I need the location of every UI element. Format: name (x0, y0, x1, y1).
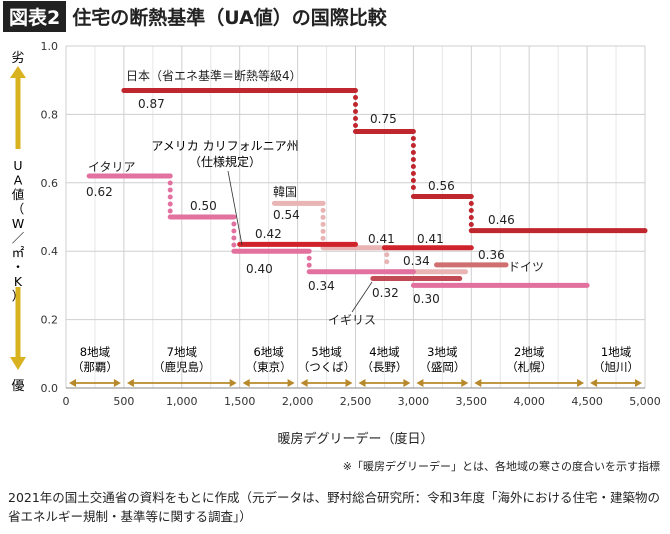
y-axis-label-char: ） (12, 289, 25, 304)
region-name: 4地域 (369, 345, 400, 359)
region-name: 5地域 (311, 345, 342, 359)
x-axis-label: 暖房デグリーデー（度日） (277, 431, 433, 447)
data-label: 0.41 (368, 232, 395, 246)
series-name-california-note: （仕様規定） (189, 154, 261, 169)
arrow-right-icon (113, 379, 121, 387)
y-axis-label-char: U (13, 158, 22, 173)
y-axis-label-char: ・ (12, 260, 25, 275)
leader-line (351, 281, 373, 313)
arrow-down-shaft (15, 287, 21, 357)
region-city: （長野） (361, 360, 407, 374)
region-name: 6地域 (253, 345, 284, 359)
leader-line (227, 170, 243, 246)
data-label: 0.75 (370, 112, 397, 126)
x-tick-label: 2,500 (340, 395, 372, 408)
data-label: 0.36 (478, 248, 505, 262)
region-city: （旭川） (593, 360, 639, 374)
series-name-korea: 韓国 (273, 185, 297, 199)
arrow-left-icon (126, 379, 134, 387)
source-text: 2021年の国土交通省の資料をもとに作成（元データは、野村総合研究所：令和3年度… (8, 490, 661, 524)
y-axis-label-char: W (12, 216, 24, 231)
data-label: 0.32 (372, 286, 399, 300)
y-tick-label: 0.6 (41, 177, 59, 190)
data-label: 0.42 (255, 227, 282, 241)
data-label: 0.87 (138, 97, 165, 111)
x-tick-label: 0 (63, 395, 70, 408)
chart-title: 住宅の断熱基準（UA値）の国際比較 (72, 6, 387, 29)
arrow-left-icon (416, 379, 424, 387)
y-axis-label-char: A (14, 173, 23, 188)
arrow-right-icon (345, 379, 353, 387)
arrow-left-icon (590, 379, 598, 387)
arrow-left-icon (474, 379, 482, 387)
data-label: 0.50 (190, 199, 217, 213)
x-tick-label: 5,000 (629, 395, 661, 408)
arrow-right-icon (577, 379, 585, 387)
y-axis-label-char: 値 (12, 187, 25, 202)
arrow-left-icon (242, 379, 250, 387)
data-label: 0.30 (413, 292, 440, 306)
arrow-down-icon (10, 357, 26, 370)
region-city: （那覇） (72, 360, 118, 374)
y-axis-label-char: ／ (12, 231, 25, 246)
arrow-left-icon (358, 379, 366, 387)
region-city: （東京） (246, 360, 292, 374)
y-tick-label: 0.4 (41, 245, 59, 258)
y-axis-label-char: K (14, 274, 23, 289)
arrow-up-icon (10, 66, 26, 78)
y-tick-label: 1.0 (41, 40, 59, 53)
arrow-left-icon (300, 379, 308, 387)
data-label: 0.54 (273, 208, 300, 222)
region-city: （札幌） (506, 360, 552, 374)
data-label: 0.34 (403, 254, 430, 268)
title-bar: 図表2 住宅の断熱基準（UA値）の国際比較 (0, 0, 387, 32)
series-name-japan: 日本（省エネ基準＝断熱等級4） (126, 68, 302, 83)
data-label: 0.34 (308, 279, 335, 293)
x-tick-label: 4,500 (571, 395, 603, 408)
arrow-up-shaft (15, 77, 21, 149)
arrow-right-icon (229, 379, 237, 387)
region-name: 3地域 (427, 345, 458, 359)
region-city: （つくば） (298, 360, 356, 374)
data-label: 0.41 (417, 232, 444, 246)
x-tick-label: 4,000 (513, 395, 545, 408)
series-name-italy: イタリア (88, 160, 136, 174)
data-label: 0.46 (488, 213, 515, 227)
region-name: 7地域 (167, 345, 198, 359)
y-axis-label-char: （ (12, 202, 25, 217)
arrow-left-icon (69, 379, 76, 387)
better-label: 優 (11, 379, 24, 394)
series-name-uk: イギリス (328, 313, 376, 327)
worse-label: 劣 (11, 51, 24, 66)
region-city: （盛岡） (419, 360, 465, 374)
x-tick-label: 500 (113, 395, 134, 408)
series-name-california: アメリカ カリフォルニア州 (151, 139, 298, 153)
x-tick-label: 2,000 (282, 395, 314, 408)
arrow-right-icon (635, 379, 642, 387)
region-city: （鹿児島） (153, 360, 211, 374)
x-tick-label: 1,500 (224, 395, 256, 408)
x-tick-label: 3,500 (456, 395, 488, 408)
data-label: 0.40 (246, 262, 273, 276)
y-tick-label: 0.2 (41, 314, 59, 327)
y-axis-label-char: ㎡ (12, 245, 25, 260)
region-name: 8地域 (80, 345, 111, 359)
region-name: 1地域 (601, 345, 632, 359)
data-label: 0.56 (428, 179, 455, 193)
arrow-right-icon (287, 379, 295, 387)
y-tick-label: 0.0 (41, 382, 59, 395)
data-label: 0.62 (86, 185, 113, 199)
series-name-germany: ドイツ (508, 260, 544, 274)
footnote: ※「暖房デグリーデー」とは、各地域の寒さの度合いを示す指標 (342, 460, 660, 473)
x-tick-label: 3,000 (398, 395, 430, 408)
arrow-right-icon (403, 379, 411, 387)
arrow-right-icon (461, 379, 469, 387)
region-name: 2地域 (514, 345, 545, 359)
figure-badge: 図表2 (3, 0, 67, 32)
x-tick-label: 1,000 (166, 395, 198, 408)
y-tick-label: 0.8 (41, 108, 59, 121)
